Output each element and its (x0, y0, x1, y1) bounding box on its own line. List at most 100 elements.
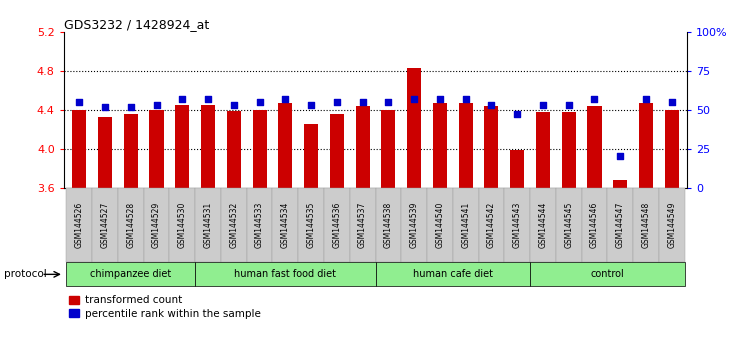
Text: GSM144545: GSM144545 (564, 201, 573, 248)
FancyBboxPatch shape (170, 188, 195, 262)
Text: GSM144529: GSM144529 (152, 202, 161, 248)
Text: GSM144540: GSM144540 (436, 201, 445, 248)
Text: GSM144526: GSM144526 (75, 202, 84, 248)
Bar (304, 124, 318, 188)
Bar (72, 110, 86, 188)
Text: GSM144546: GSM144546 (590, 201, 599, 248)
FancyBboxPatch shape (427, 188, 453, 262)
FancyBboxPatch shape (376, 262, 530, 286)
Bar (665, 110, 679, 188)
Text: protocol: protocol (4, 269, 47, 279)
FancyBboxPatch shape (401, 188, 427, 262)
FancyBboxPatch shape (530, 188, 556, 262)
Bar (227, 111, 241, 188)
FancyBboxPatch shape (659, 188, 685, 262)
Legend: transformed count, percentile rank within the sample: transformed count, percentile rank withi… (69, 296, 261, 319)
Point (460, 96, 472, 102)
Text: GSM144536: GSM144536 (333, 201, 342, 248)
Point (99, 104, 111, 109)
FancyBboxPatch shape (66, 188, 92, 262)
Bar (407, 68, 421, 188)
Text: GSM144541: GSM144541 (461, 202, 470, 248)
Point (562, 102, 575, 108)
Point (254, 99, 266, 105)
Bar (355, 106, 369, 188)
FancyBboxPatch shape (66, 262, 195, 286)
Text: GSM144532: GSM144532 (229, 202, 238, 248)
Text: GSM144544: GSM144544 (538, 201, 547, 248)
Point (150, 102, 162, 108)
Text: GSM144537: GSM144537 (358, 201, 367, 248)
FancyBboxPatch shape (608, 188, 633, 262)
Point (279, 96, 291, 102)
Bar (536, 112, 550, 188)
Text: GSM144535: GSM144535 (306, 201, 315, 248)
FancyBboxPatch shape (298, 188, 324, 262)
FancyBboxPatch shape (633, 188, 659, 262)
FancyBboxPatch shape (221, 188, 247, 262)
Text: GSM144534: GSM144534 (281, 201, 290, 248)
Point (357, 99, 369, 105)
Text: GSM144528: GSM144528 (126, 202, 135, 248)
Text: GSM144539: GSM144539 (409, 201, 418, 248)
Point (382, 99, 394, 105)
Bar (484, 106, 499, 188)
Point (589, 96, 601, 102)
Bar (175, 105, 189, 188)
FancyBboxPatch shape (195, 262, 376, 286)
Text: GDS3232 / 1428924_at: GDS3232 / 1428924_at (64, 18, 209, 31)
Text: GSM144542: GSM144542 (487, 202, 496, 248)
FancyBboxPatch shape (92, 188, 118, 262)
Bar (510, 150, 524, 188)
Point (228, 102, 240, 108)
Point (537, 102, 549, 108)
Point (511, 112, 523, 117)
FancyBboxPatch shape (453, 188, 478, 262)
Point (305, 102, 317, 108)
FancyBboxPatch shape (247, 188, 273, 262)
FancyBboxPatch shape (530, 262, 685, 286)
Bar (330, 114, 344, 188)
FancyBboxPatch shape (478, 188, 504, 262)
Bar (587, 106, 602, 188)
Bar (562, 112, 576, 188)
Point (74, 99, 86, 105)
Text: chimpanzee diet: chimpanzee diet (90, 269, 171, 279)
Bar (639, 103, 653, 188)
Bar (613, 180, 627, 188)
Text: human cafe diet: human cafe diet (413, 269, 493, 279)
FancyBboxPatch shape (504, 188, 530, 262)
Bar (382, 110, 396, 188)
Text: GSM144548: GSM144548 (641, 202, 650, 248)
Bar (124, 114, 138, 188)
FancyBboxPatch shape (195, 188, 221, 262)
Bar (201, 105, 215, 188)
Point (125, 104, 137, 109)
Text: GSM144530: GSM144530 (178, 201, 187, 248)
Point (176, 96, 189, 102)
FancyBboxPatch shape (556, 188, 581, 262)
FancyBboxPatch shape (143, 188, 170, 262)
Bar (98, 116, 112, 188)
Text: GSM144531: GSM144531 (204, 202, 213, 248)
FancyBboxPatch shape (273, 188, 298, 262)
Bar (252, 110, 267, 188)
Text: GSM144533: GSM144533 (255, 201, 264, 248)
Point (331, 99, 343, 105)
Text: GSM144543: GSM144543 (513, 201, 522, 248)
Point (614, 154, 626, 159)
Bar (433, 103, 447, 188)
Point (485, 102, 497, 108)
Bar (149, 110, 164, 188)
Point (408, 96, 420, 102)
Point (665, 99, 677, 105)
Point (434, 96, 446, 102)
FancyBboxPatch shape (581, 188, 608, 262)
FancyBboxPatch shape (350, 188, 376, 262)
FancyBboxPatch shape (324, 188, 350, 262)
FancyBboxPatch shape (118, 188, 143, 262)
Text: GSM144538: GSM144538 (384, 202, 393, 248)
Text: GSM144547: GSM144547 (616, 201, 625, 248)
Text: GSM144527: GSM144527 (101, 202, 110, 248)
Bar (459, 103, 472, 188)
